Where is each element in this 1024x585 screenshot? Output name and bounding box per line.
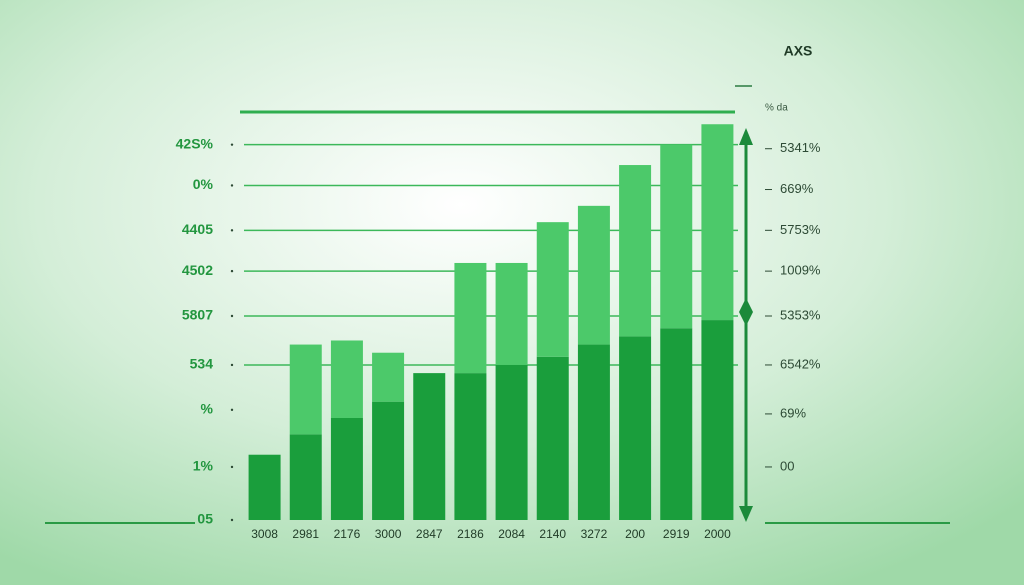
x-tick-label: 3000 [375,527,402,541]
bar-segment [372,352,405,402]
y-tick-label: 1% [193,458,214,474]
x-tick-label: 200 [625,527,645,541]
x-tick-label: 2186 [457,527,484,541]
bar-segment [536,222,569,357]
x-tick-label: 2000 [704,527,731,541]
y2-tick-label: 5341% [780,140,821,155]
y2-tick-label: 5753% [780,222,821,237]
y-tick-label: 4502 [182,262,213,278]
bar-segment [330,418,363,520]
x-tick-label: 2084 [498,527,525,541]
tick-dot [230,363,234,367]
annotation: % da [765,103,788,114]
axis-title: AXS [784,43,813,59]
x-tick-label: 2176 [334,527,361,541]
bar-segment [701,124,734,321]
bar-segment [577,205,610,345]
x-tick-label: 2140 [539,527,566,541]
y2-tick-label: 69% [780,405,806,420]
tick-dot [230,229,234,232]
x-tick-label: 2919 [663,527,690,541]
x-tick-label: 3008 [251,527,278,541]
bar-segment [619,336,652,520]
bar-segment [495,262,528,365]
bar-segment [330,340,363,418]
y2-tick-label: 5353% [780,307,821,322]
x-tick-label: 3272 [581,527,608,541]
bar-segment [454,262,487,374]
bar-segment [372,401,405,520]
arrow-head [739,128,753,145]
arrow-head [739,506,753,522]
bar-segment [660,328,693,520]
y2-tick-label: 1009% [780,263,821,278]
bar-segment [619,165,652,337]
y-tick-label: 534 [190,356,214,372]
bar-segment [536,356,569,520]
tick-dot [230,269,234,273]
x-tick-label: 2847 [416,527,443,541]
y-tick-label: 0% [193,176,214,192]
tick-dot [230,143,234,146]
x-tick-label: 2981 [292,527,319,541]
arrow-marker [739,298,753,326]
y2-tick-label: 669% [780,181,814,196]
bar-segment [454,373,487,520]
y-tick-label: 42S% [176,135,214,151]
tick-dot [230,314,234,318]
bar-segment [413,373,446,520]
bar-segment [660,144,693,329]
bar-segment [248,454,281,520]
y-tick-label: % [201,401,214,417]
y-tick-label: 4405 [182,221,213,237]
bar-segment [701,320,734,520]
y2-tick-label: 6542% [780,356,821,371]
bar-segment [289,434,322,520]
tick-dot [230,518,234,522]
y-tick-label: 05 [197,511,213,527]
bar-segment [289,344,322,435]
tick-dot [230,465,234,469]
tick-dot [230,408,234,412]
tick-dot [230,184,234,187]
bar-segment [495,364,528,520]
y-tick-label: 5807 [182,307,213,323]
bar-segment [577,344,610,520]
y2-tick-label: 00 [780,458,794,473]
